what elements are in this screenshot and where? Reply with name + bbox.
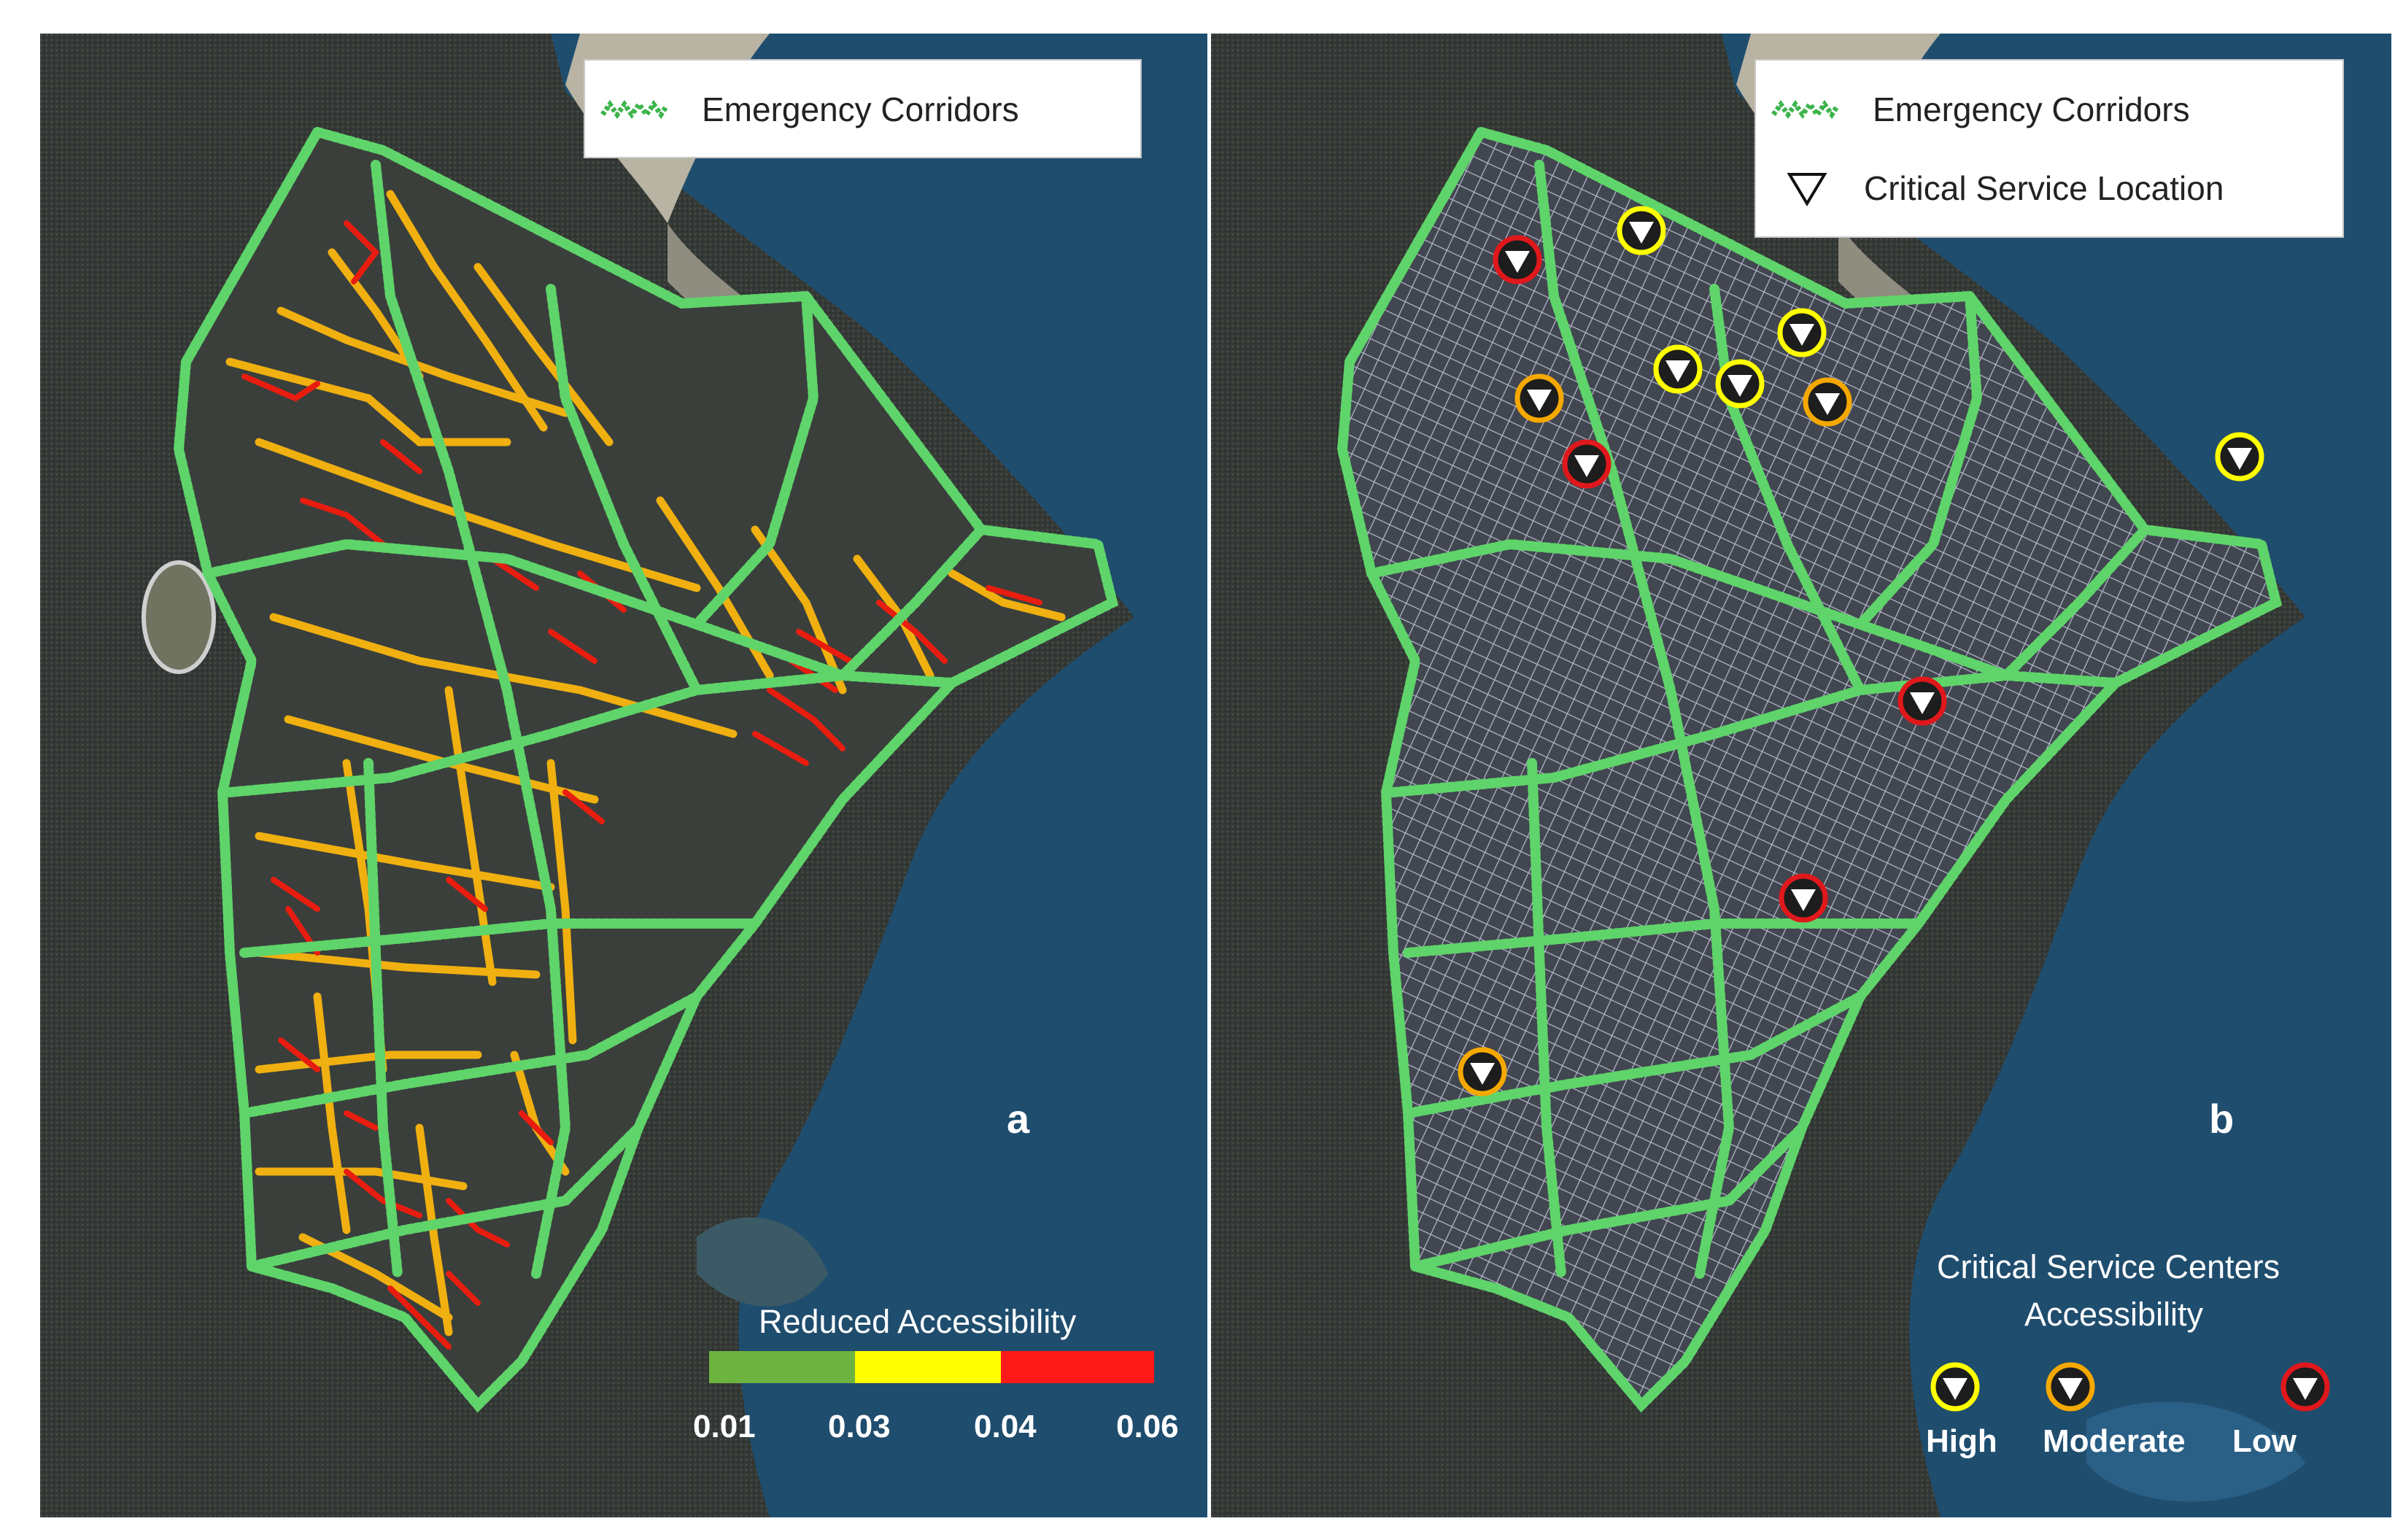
accessibility-legend-symbols <box>1930 1362 2330 1412</box>
corridor-legend-icon <box>1771 100 1841 119</box>
critical-service-marker <box>1803 377 1852 427</box>
critical-service-marker <box>1777 308 1827 357</box>
accessibility-title-line2: Accessibility <box>2024 1296 2204 1333</box>
triangle-legend-icon <box>1787 173 1827 206</box>
critical-service-marker <box>1715 359 1765 409</box>
accessibility-legend-icon <box>1930 1362 1980 1412</box>
critical-service-marker <box>1562 439 1612 489</box>
accessibility-title-line1: Critical Service Centers <box>1937 1248 2280 1285</box>
scale-tick: 0.04 <box>974 1409 1037 1444</box>
critical-service-marker <box>1514 374 1564 423</box>
accessibility-level-low: Low <box>2232 1423 2297 1459</box>
legend-corridor-label: Emergency Corridors <box>702 90 1019 128</box>
emergency-corridors-b <box>1336 125 2283 1413</box>
critical-service-marker <box>1458 1047 1507 1096</box>
emergency-corridors-a <box>173 125 1119 1413</box>
panel-label-b: b <box>2209 1096 2235 1142</box>
accessibility-scale-bar <box>709 1351 1154 1383</box>
scale-title: Reduced Accessibility <box>759 1303 1077 1340</box>
scale-tick: 0.01 <box>693 1409 756 1444</box>
scale-tick: 0.06 <box>1116 1409 1179 1444</box>
map-panel-a: Emergency Corridors a Reduced Accessibil… <box>40 34 1207 1517</box>
map-image-b <box>1211 34 2391 1517</box>
corridor-legend-icon <box>600 100 670 119</box>
legend-b: Emergency Corridors Critical Service Loc… <box>1754 59 2344 238</box>
legend-a: Emergency Corridors <box>584 59 1142 158</box>
scale-segment-low <box>709 1351 855 1383</box>
critical-service-marker <box>1897 676 1947 726</box>
critical-service-marker <box>1779 873 1828 923</box>
critical-service-marker <box>1617 206 1666 255</box>
road-network-a <box>225 190 1066 1350</box>
panel-label-a: a <box>1007 1096 1030 1142</box>
critical-service-marker <box>1653 344 1703 394</box>
accessibility-legend-icon <box>2046 1362 2095 1412</box>
critical-service-marker <box>1493 235 1542 285</box>
critical-service-marker <box>2215 432 2264 481</box>
scale-segment-high <box>1001 1351 1154 1383</box>
scale-segment-mid <box>855 1351 1001 1383</box>
accessibility-level-high: High <box>1926 1423 1997 1459</box>
legend-corridor-label: Emergency Corridors <box>1873 90 2190 128</box>
map-image-a <box>40 34 1207 1517</box>
scale-tick: 0.03 <box>828 1409 891 1444</box>
accessibility-legend-icon <box>2280 1362 2330 1412</box>
accessibility-level-moderate: Moderate <box>2043 1423 2186 1459</box>
critical-service-markers <box>1458 206 2264 1096</box>
legend-critical-service-label: Critical Service Location <box>1864 169 2224 207</box>
map-panel-b: Emergency Corridors Critical Service Loc… <box>1211 34 2391 1517</box>
